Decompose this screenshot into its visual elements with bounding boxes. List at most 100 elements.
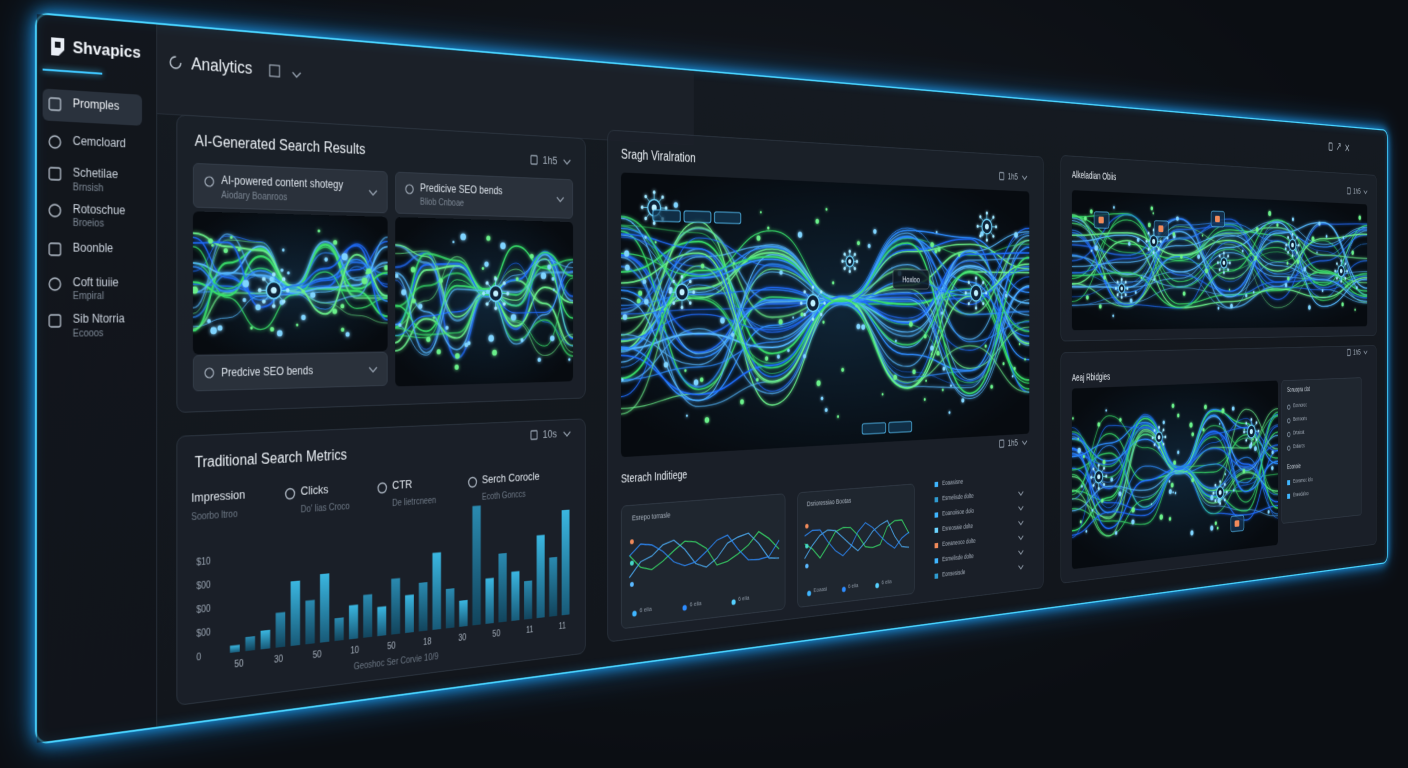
dot [1288,405,1291,409]
hub-tip [843,266,846,271]
bar [445,588,455,629]
sidebar-item[interactable]: Coft tiuiie [72,275,119,290]
sidebar-item[interactable]: Rotoschue [72,202,126,218]
node [1354,308,1356,311]
node [940,311,944,315]
dropdown[interactable]: Predicive SEO bends Bliob Cnboae [395,171,574,219]
traditional-metrics-panel: Traditional Search Metrics 10s Impression S… [176,418,586,706]
x-tick-label: 10 [350,645,359,656]
sidebar-item[interactable]: Schetilae [72,165,119,182]
node [1153,278,1156,281]
x-tick-label: 30 [274,654,284,666]
node [1308,305,1311,310]
node [720,317,725,324]
list-icon [934,512,939,518]
hub-tip [819,290,823,294]
hub-tip [1120,295,1123,299]
chevron [1019,521,1024,525]
brand-name: Shvapics [72,38,141,62]
sidebar-item[interactable]: Sib Ntorria [72,311,125,326]
badge-icon [999,439,1004,448]
mini-line [805,519,909,559]
header-title: Analytics [191,54,253,78]
dropdown[interactable]: Predcive SEO bends [192,351,388,392]
node [411,298,416,304]
node [1230,303,1233,309]
hub-core [493,290,499,297]
badge-square [1347,188,1350,194]
node [1004,293,1008,298]
hub-tip [688,301,692,305]
list-icon [1287,445,1290,451]
bridges-panel: Aeaj Rbidgies 1h5 Sonuopra clat Eosnoroc Bem… [1060,345,1377,584]
card-legend: Eoaasi [813,585,828,594]
dot [731,599,736,606]
sidebar-icon [48,203,61,217]
bar-chart: 0 $00 $00 $00 $10 50 30 50 10 50 18 30 50 11 11 Geoshoc… [196,505,570,672]
node [340,303,345,309]
sidebar-item[interactable]: Cemcloard [72,133,126,151]
x-tick-label: 11 [526,625,533,635]
ai-results-panel: AI-Generated Search Results 1h5 AI-powered… [176,114,586,413]
mini-dot [805,563,809,569]
node [856,323,861,330]
node [250,326,253,330]
node [1245,293,1248,298]
bar [485,577,494,624]
panel-title: Alkeladian Obiis [1071,168,1117,183]
legend-dot [731,599,736,606]
list-item: Estiarcs [1293,442,1305,450]
bar [549,556,558,617]
card-legend: 6 elia [639,605,652,614]
node [638,290,643,296]
graph-node-box [653,210,680,222]
hub-tip [982,302,985,306]
node [1086,295,1089,300]
panel-badge: 1h5 [1007,170,1018,182]
dropdown[interactable]: AI-powered content shotegy Aiodary Boanro… [192,162,388,214]
bar [229,644,240,653]
node [1140,276,1143,280]
chevron-icon [1018,491,1024,497]
card-title: Esrepo torrasle [631,510,671,523]
sidebar-item[interactable]: Boonble [72,240,114,256]
graph-node-box [714,212,740,224]
node [778,319,783,325]
hub-tip [502,281,506,286]
node [540,272,547,280]
node [800,312,804,317]
hub-tip [285,288,290,293]
dropdown-icon [405,184,414,195]
bar [432,552,442,630]
hub-core [1339,268,1343,274]
node [1182,291,1186,296]
node [1134,290,1137,294]
hub-tip [1218,268,1221,272]
sidebar-icon [48,97,62,112]
node [242,297,247,303]
node [642,279,647,284]
chevron-icon [1018,550,1024,556]
list-item: Eseedaloo [1293,490,1309,498]
hub-tip [1334,269,1336,273]
hub-tip [485,281,489,285]
hub-tip [803,290,806,294]
node [310,292,316,298]
insight-list-item: Esmelisde dolte [942,492,974,502]
hub-core [973,289,979,297]
hub-tip [982,280,985,285]
card-legend: 6 elia [848,581,859,590]
x-tick-label: 30 [458,633,466,644]
hub-tip [1124,280,1127,284]
bar [459,599,468,627]
y-tick-label: $00 [196,580,211,592]
sidebar-icon [48,167,61,181]
sidebar-item[interactable]: Promples [72,96,120,113]
feature-chip [1215,215,1220,223]
node [1287,276,1290,281]
node [207,319,211,324]
icon-ring [170,56,180,68]
dot [807,590,812,597]
